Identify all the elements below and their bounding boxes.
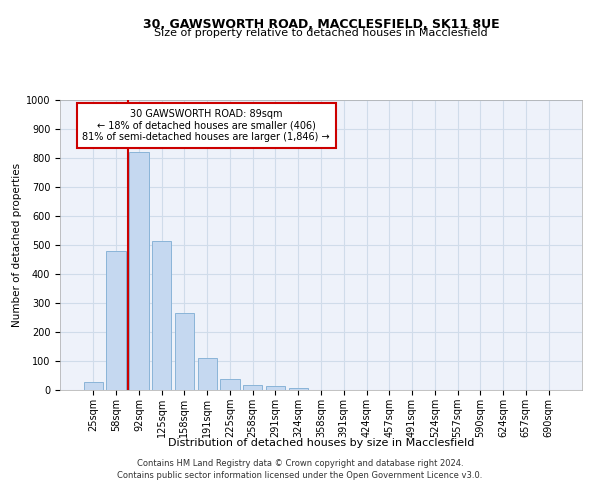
Bar (243, 385, 262, 390)
Bar (175, 313, 194, 390)
Text: Contains HM Land Registry data © Crown copyright and database right 2024.
Contai: Contains HM Land Registry data © Crown c… (118, 458, 482, 480)
Bar (266, 386, 285, 390)
Bar (220, 379, 239, 390)
Bar (106, 251, 126, 390)
Text: Size of property relative to detached houses in Macclesfield: Size of property relative to detached ho… (154, 28, 488, 38)
Bar (84, 382, 103, 390)
Bar (152, 240, 172, 390)
Bar (197, 358, 217, 390)
Y-axis label: Number of detached properties: Number of detached properties (11, 163, 22, 327)
Text: 30, GAWSWORTH ROAD, MACCLESFIELD, SK11 8UE: 30, GAWSWORTH ROAD, MACCLESFIELD, SK11 8… (143, 18, 499, 30)
Bar (289, 388, 308, 390)
Text: 30 GAWSWORTH ROAD: 89sqm
← 18% of detached houses are smaller (406)
81% of semi-: 30 GAWSWORTH ROAD: 89sqm ← 18% of detach… (82, 108, 330, 142)
Text: Distribution of detached houses by size in Macclesfield: Distribution of detached houses by size … (168, 438, 474, 448)
Bar (129, 152, 149, 390)
